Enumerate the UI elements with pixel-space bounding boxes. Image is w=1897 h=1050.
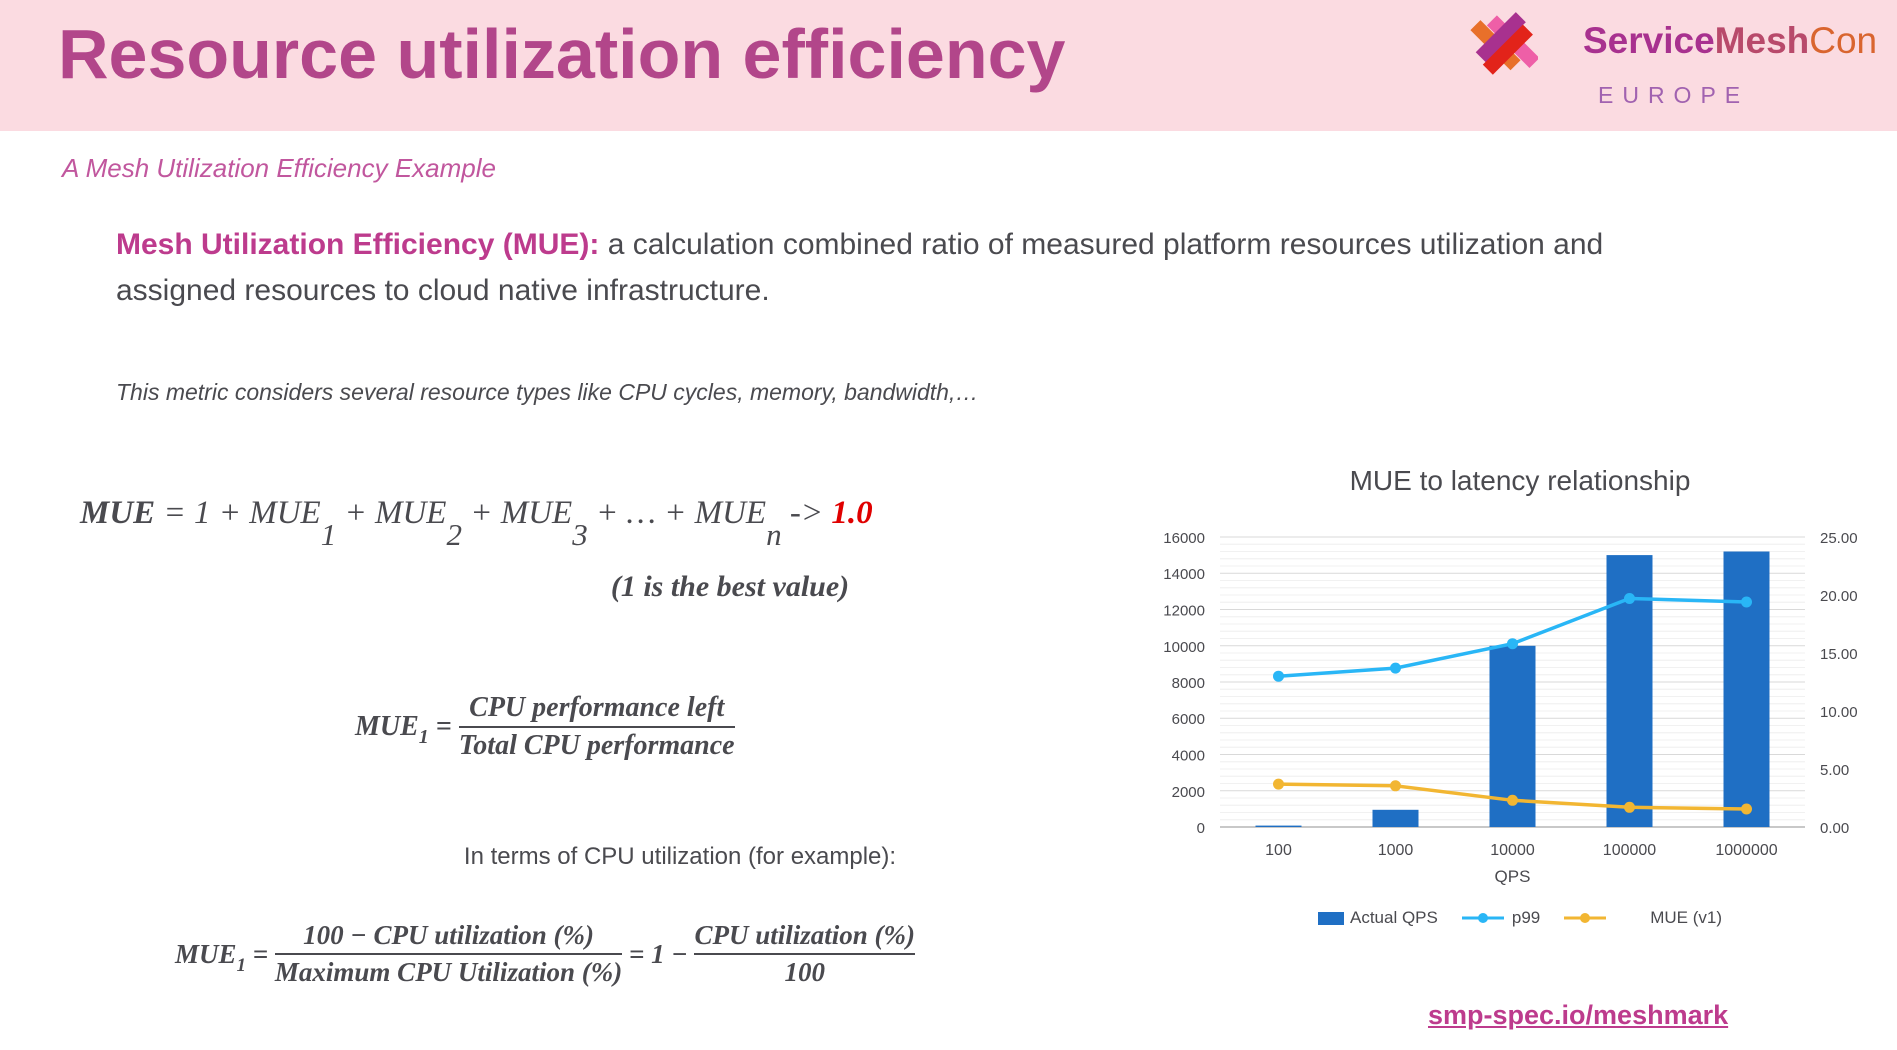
svg-text:10000: 10000 bbox=[1490, 842, 1535, 859]
svg-text:16000: 16000 bbox=[1163, 530, 1205, 547]
svg-text:10.00: 10.00 bbox=[1820, 704, 1858, 721]
svg-text:2000: 2000 bbox=[1172, 784, 1205, 801]
svg-text:6000: 6000 bbox=[1172, 711, 1205, 728]
svg-text:0: 0 bbox=[1197, 820, 1205, 837]
svg-text:25.00: 25.00 bbox=[1820, 530, 1858, 547]
svg-text:10000: 10000 bbox=[1163, 639, 1205, 656]
svg-text:5.00: 5.00 bbox=[1820, 762, 1849, 779]
svg-text:14000: 14000 bbox=[1163, 566, 1205, 583]
svg-text:8000: 8000 bbox=[1172, 675, 1205, 692]
svg-text:0.00: 0.00 bbox=[1820, 820, 1849, 837]
svg-text:15.00: 15.00 bbox=[1820, 646, 1858, 663]
svg-text:1000: 1000 bbox=[1378, 842, 1414, 859]
svg-text:4000: 4000 bbox=[1172, 748, 1205, 765]
svg-text:12000: 12000 bbox=[1163, 603, 1205, 620]
svg-text:100000: 100000 bbox=[1603, 842, 1656, 859]
svg-text:100: 100 bbox=[1265, 842, 1292, 859]
svg-text:20.00: 20.00 bbox=[1820, 588, 1858, 605]
svg-text:1000000: 1000000 bbox=[1715, 842, 1777, 859]
svg-text:QPS: QPS bbox=[1495, 867, 1531, 886]
